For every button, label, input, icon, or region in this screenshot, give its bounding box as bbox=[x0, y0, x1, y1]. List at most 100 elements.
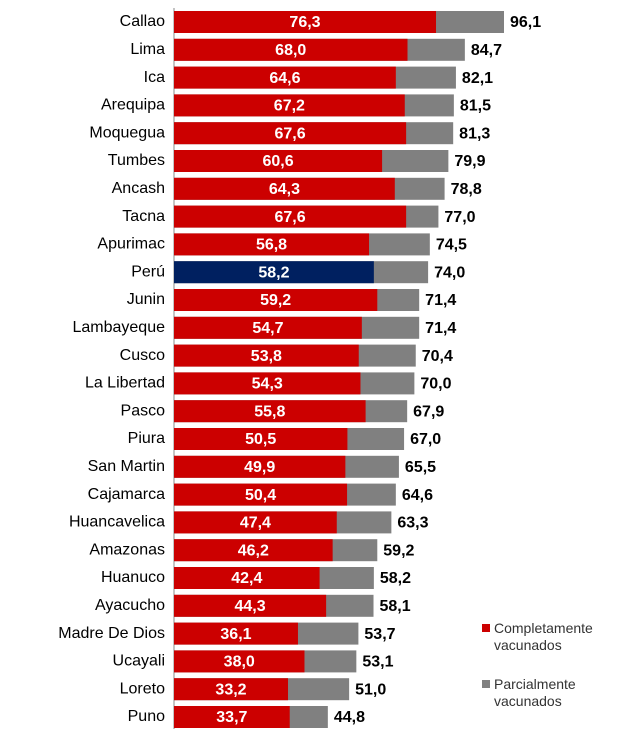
bar-complete bbox=[174, 177, 395, 200]
value-label: 68,0 bbox=[275, 42, 306, 59]
category-label: Cajamarca bbox=[88, 486, 165, 503]
value-label: 36,1 bbox=[220, 626, 251, 643]
total-label: 78,8 bbox=[451, 181, 482, 198]
value-label: 64,6 bbox=[269, 70, 300, 87]
bar-complete bbox=[174, 511, 337, 534]
value-label: 53,8 bbox=[251, 348, 282, 365]
bar-complete bbox=[174, 455, 346, 478]
bar-complete bbox=[174, 205, 407, 228]
value-label: 46,2 bbox=[238, 542, 269, 559]
bar-complete bbox=[174, 150, 383, 172]
value-label: 50,5 bbox=[245, 431, 276, 448]
total-label: 67,0 bbox=[410, 431, 441, 448]
bar-complete bbox=[174, 11, 437, 33]
total-label: 74,5 bbox=[436, 237, 467, 254]
category-label: Perú bbox=[131, 263, 165, 280]
total-label: 96,1 bbox=[510, 14, 541, 31]
total-label: 53,1 bbox=[362, 654, 393, 671]
bar-complete bbox=[174, 678, 289, 701]
total-label: 81,3 bbox=[459, 125, 490, 142]
bar-complete bbox=[174, 400, 366, 423]
bar-complete bbox=[174, 261, 374, 284]
legend-label: Completamente vacunados bbox=[494, 620, 593, 653]
total-label: 44,8 bbox=[334, 709, 365, 726]
value-label: 49,9 bbox=[244, 459, 275, 476]
total-label: 63,3 bbox=[397, 515, 428, 532]
value-label: 67,6 bbox=[274, 209, 305, 226]
bar-complete bbox=[174, 483, 348, 506]
value-label: 67,6 bbox=[274, 125, 305, 142]
category-label: San Martin bbox=[88, 458, 165, 475]
total-label: 59,2 bbox=[383, 542, 414, 559]
total-label: 70,4 bbox=[422, 348, 453, 365]
total-label: 70,0 bbox=[420, 376, 451, 393]
legend-label: Parcialmente vacunados bbox=[494, 676, 576, 709]
bar-complete bbox=[174, 66, 396, 89]
total-label: 84,7 bbox=[471, 42, 502, 59]
legend-swatch bbox=[482, 624, 490, 632]
total-label: 79,9 bbox=[454, 153, 485, 170]
bar-complete bbox=[174, 372, 361, 395]
category-label: Callao bbox=[120, 13, 165, 30]
total-label: 64,6 bbox=[402, 487, 433, 504]
total-label: 67,9 bbox=[413, 403, 444, 420]
value-label: 42,4 bbox=[231, 570, 262, 587]
legend-swatch bbox=[482, 680, 490, 688]
category-label: Apurimac bbox=[97, 236, 165, 253]
category-label: Ancash bbox=[112, 180, 165, 197]
category-label: Puno bbox=[128, 708, 165, 725]
total-label: 65,5 bbox=[405, 459, 436, 476]
category-label: Piura bbox=[128, 430, 165, 447]
value-label: 60,6 bbox=[262, 153, 293, 170]
category-label: Arequipa bbox=[101, 97, 165, 114]
legend-item: Parcialmente vacunados bbox=[482, 676, 612, 710]
value-label: 58,2 bbox=[258, 264, 289, 281]
value-label: 33,2 bbox=[215, 681, 246, 698]
value-label: 56,8 bbox=[256, 237, 287, 254]
value-label: 64,3 bbox=[269, 181, 300, 198]
bar-complete bbox=[174, 594, 327, 617]
category-label: Cusco bbox=[120, 347, 165, 364]
bar-complete bbox=[174, 233, 370, 256]
value-label: 76,3 bbox=[289, 14, 320, 31]
value-label: 50,4 bbox=[245, 487, 276, 504]
value-label: 59,2 bbox=[260, 292, 291, 309]
total-label: 58,2 bbox=[380, 570, 411, 587]
value-label: 44,3 bbox=[234, 598, 265, 615]
category-label: Pasco bbox=[121, 402, 166, 419]
total-label: 51,0 bbox=[355, 681, 386, 698]
category-label: Loreto bbox=[120, 680, 165, 697]
bar-complete bbox=[174, 650, 305, 673]
category-label: La Libertad bbox=[85, 375, 165, 392]
category-label: Tacna bbox=[122, 208, 165, 225]
bar-complete bbox=[174, 706, 290, 728]
bar-complete bbox=[174, 316, 362, 339]
total-label: 77,0 bbox=[444, 209, 475, 226]
category-label: Moquegua bbox=[89, 124, 165, 141]
total-label: 82,1 bbox=[462, 70, 493, 87]
category-label: Ayacucho bbox=[95, 597, 165, 614]
bar-complete bbox=[174, 38, 408, 61]
category-label: Ica bbox=[144, 69, 165, 86]
category-label: Ucayali bbox=[113, 653, 165, 670]
value-label: 67,2 bbox=[274, 98, 305, 115]
total-label: 71,4 bbox=[425, 292, 456, 309]
total-label: 74,0 bbox=[434, 264, 465, 281]
category-label: Huancavelica bbox=[69, 514, 165, 531]
bar-complete bbox=[174, 344, 359, 367]
value-label: 33,7 bbox=[216, 709, 247, 726]
category-label: Junin bbox=[127, 291, 165, 308]
bar-complete bbox=[174, 622, 298, 645]
category-label: Amazonas bbox=[89, 541, 165, 558]
total-label: 81,5 bbox=[460, 98, 491, 115]
total-label: 58,1 bbox=[380, 598, 411, 615]
bar-complete bbox=[174, 122, 407, 145]
legend-item: Completamente vacunados bbox=[482, 620, 612, 654]
bar-complete bbox=[174, 428, 348, 450]
bar-complete bbox=[174, 289, 378, 311]
total-label: 53,7 bbox=[364, 626, 395, 643]
category-label: Tumbes bbox=[108, 152, 165, 169]
category-label: Huanuco bbox=[101, 569, 165, 586]
